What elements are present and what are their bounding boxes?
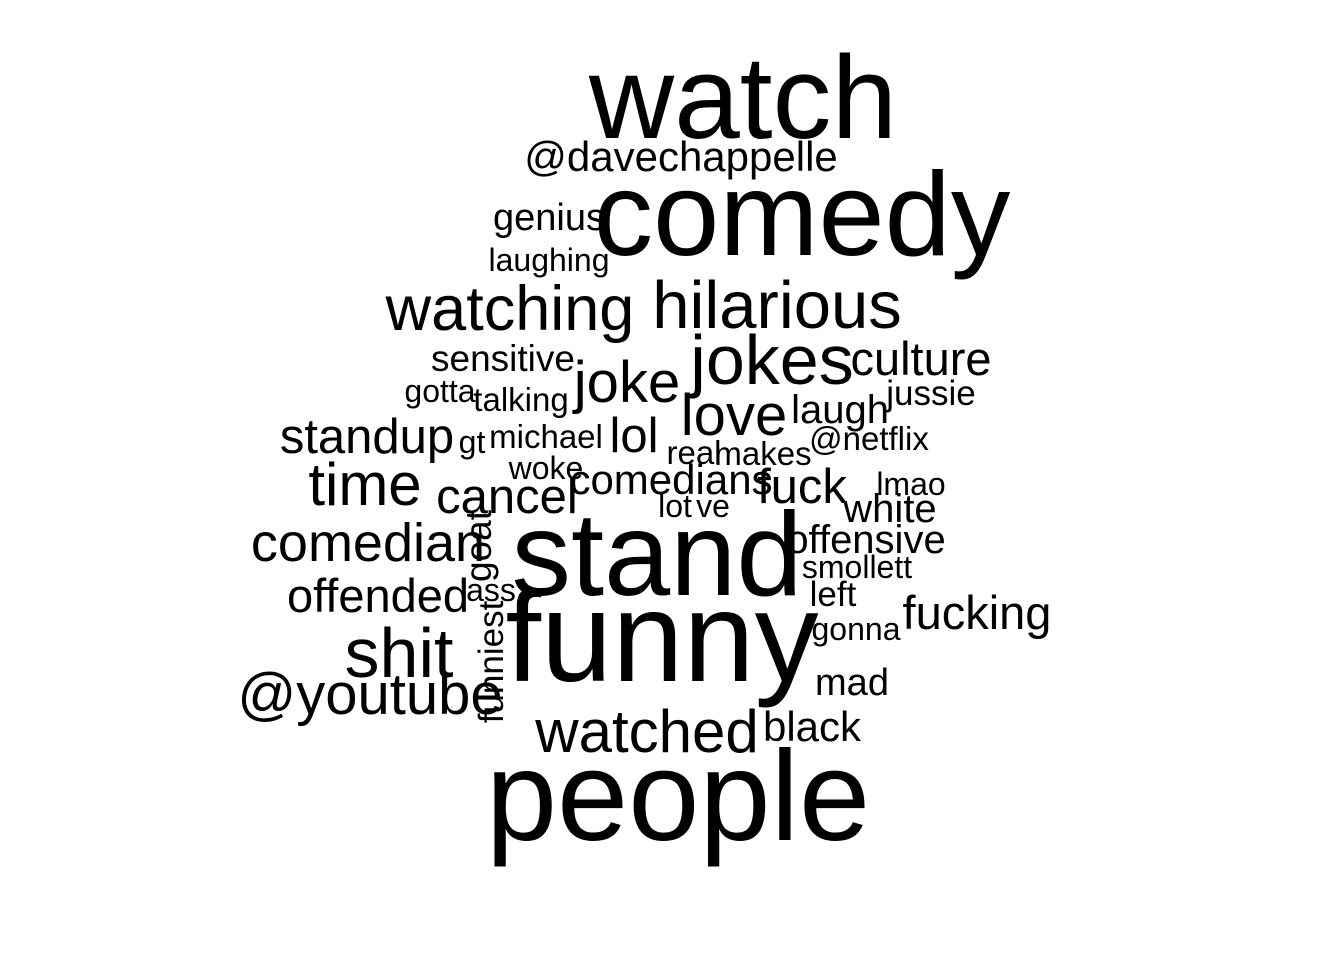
word-genius: genius bbox=[493, 197, 605, 239]
word-comedy: comedy bbox=[594, 148, 1011, 281]
word-woke: woke bbox=[508, 450, 584, 486]
word-hilarious: hilarious bbox=[652, 268, 902, 343]
word-lot: lot bbox=[658, 488, 692, 524]
word-laugh: laugh bbox=[791, 388, 889, 432]
word-gotta: gotta bbox=[404, 373, 475, 409]
word-sensitive: sensitive bbox=[431, 338, 575, 379]
word-stand: stand bbox=[511, 488, 802, 621]
word-shit: shit bbox=[345, 614, 454, 692]
word-offended: offended bbox=[287, 569, 469, 622]
word-standup: standup bbox=[280, 410, 454, 464]
word-lmao: lmao bbox=[876, 466, 945, 502]
word-lol: lol bbox=[609, 409, 658, 463]
word-gonna: gonna bbox=[812, 611, 901, 647]
word-love: love bbox=[681, 383, 787, 448]
word-fuck: fuck bbox=[757, 460, 847, 514]
word-jussie: jussie bbox=[885, 374, 975, 413]
word-talking: talking bbox=[473, 381, 568, 418]
word-comedians: comedians bbox=[569, 456, 772, 503]
word-black: black bbox=[763, 703, 862, 750]
word-watching: watching bbox=[385, 274, 635, 344]
word-smollett: smollett bbox=[802, 549, 912, 585]
word-white: white bbox=[842, 487, 936, 531]
word-offensive: offensive bbox=[786, 518, 945, 562]
word-jokes: jokes bbox=[688, 321, 853, 399]
word-fucking: fucking bbox=[903, 586, 1052, 639]
word-netflix: @netflix bbox=[809, 420, 929, 457]
word-michael: michael bbox=[489, 418, 603, 455]
word-gt: gt bbox=[459, 424, 486, 460]
word-ass: ass bbox=[466, 572, 516, 608]
word-left: left bbox=[810, 575, 857, 614]
word-people: people bbox=[486, 725, 870, 868]
word-laughing: laughing bbox=[489, 242, 610, 278]
word-ve: ve bbox=[696, 488, 730, 524]
word-comedian: comedian bbox=[251, 513, 485, 573]
word-real: real bbox=[666, 434, 721, 471]
word-funniest: funniest bbox=[472, 600, 511, 723]
word-culture: culture bbox=[850, 332, 991, 385]
word-funny: funny bbox=[505, 566, 818, 709]
word-davechappelle: @davechappelle bbox=[524, 133, 838, 180]
word-joke: joke bbox=[572, 350, 680, 415]
word-youtube: @youtube bbox=[237, 662, 502, 727]
word-mad: mad bbox=[815, 662, 889, 704]
word-watch: watch bbox=[588, 32, 897, 164]
word-watched: watched bbox=[534, 698, 758, 765]
word-cancel: cancel bbox=[436, 470, 578, 524]
word-goat: goat bbox=[458, 509, 499, 582]
word-makes: makes bbox=[714, 435, 811, 472]
word-time: time bbox=[308, 451, 421, 518]
